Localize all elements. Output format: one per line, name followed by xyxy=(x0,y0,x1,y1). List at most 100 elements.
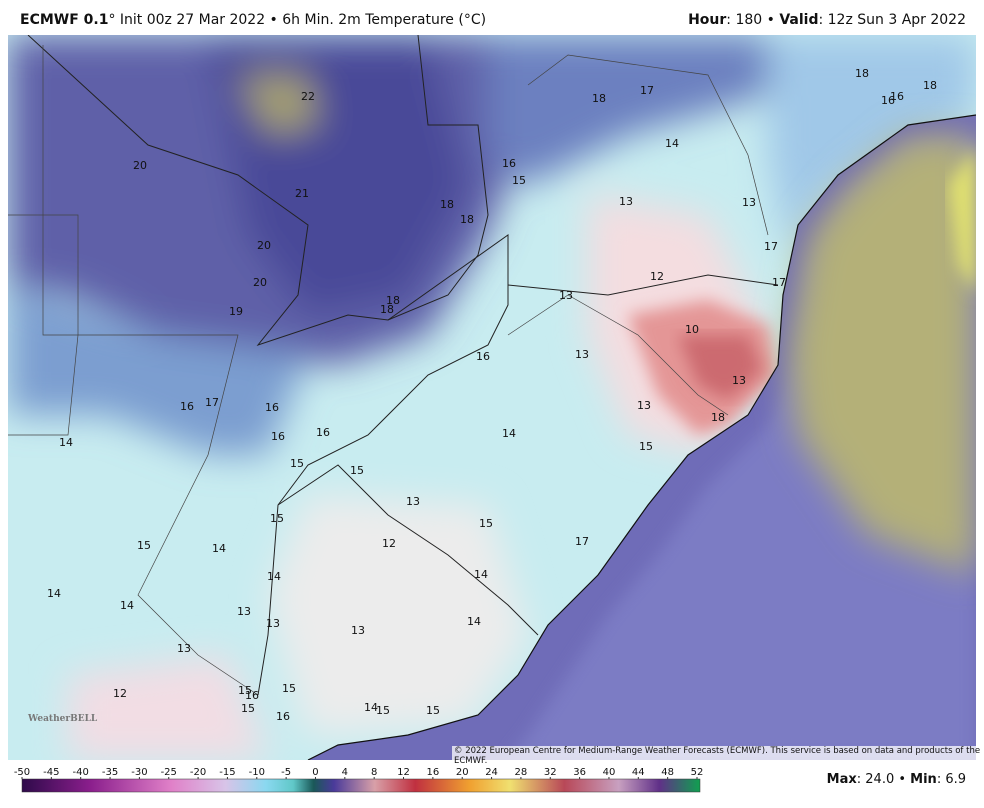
contour-label: 15 xyxy=(270,512,284,525)
contour-label: 17 xyxy=(205,396,219,409)
contour-label: 14 xyxy=(467,615,481,628)
contour-label: 18 xyxy=(386,294,400,307)
contour-label: 16 xyxy=(265,401,279,414)
contour-label: 14 xyxy=(665,137,679,150)
contour-label: 17 xyxy=(575,535,589,548)
contour-label: 13 xyxy=(732,374,746,387)
contour-label: 17 xyxy=(764,240,778,253)
colorbar-tick-label: 16 xyxy=(427,767,440,778)
contour-label: 13 xyxy=(637,399,651,412)
colorbar-tick-label: -30 xyxy=(131,767,147,778)
contour-label: 14 xyxy=(212,542,226,555)
contour-label: 16 xyxy=(476,350,490,363)
contour-label: 15 xyxy=(350,464,364,477)
borders xyxy=(8,35,779,696)
contour-label: 17 xyxy=(640,84,654,97)
header-right: Hour: 180 • Valid: 12z Sun 3 Apr 2022 xyxy=(688,12,966,28)
contour-label: 13 xyxy=(575,348,589,361)
contour-label: 16 xyxy=(502,157,516,170)
temperature-field xyxy=(8,35,976,760)
colorbar-tick-label: 24 xyxy=(485,767,498,778)
contour-label: 13 xyxy=(177,642,191,655)
contour-label: 18 xyxy=(592,92,606,105)
colorbar-tick-label: -40 xyxy=(73,767,89,778)
max-value: : 24.0 • xyxy=(856,772,911,787)
contour-label: 12 xyxy=(382,537,396,550)
contour-label: 14 xyxy=(364,701,378,714)
colorbar-tick-label: 12 xyxy=(397,767,410,778)
contour-label: 19 xyxy=(229,305,243,318)
contour-label: 20 xyxy=(133,159,147,172)
contour-label: 15 xyxy=(241,702,255,715)
contour-label: 16 xyxy=(316,426,330,439)
contour-label: 18 xyxy=(460,213,474,226)
contour-label: 14 xyxy=(267,570,281,583)
contour-label: 18 xyxy=(923,79,937,92)
contour-label: 14 xyxy=(474,568,488,581)
contour-label: 15 xyxy=(282,682,296,695)
colorbar-tick-label: -5 xyxy=(281,767,291,778)
hour-label: Hour xyxy=(688,12,727,28)
warm-core xyxy=(948,145,976,295)
contour-label: 18 xyxy=(855,67,869,80)
colorbar-tick-label: 36 xyxy=(573,767,586,778)
contour-label: 16 xyxy=(881,94,895,107)
colorbar: -50 -45 -40 -35 -30 -25 -20 -15 -10 -5 0 4 8 12 16 20 24… xyxy=(14,767,704,793)
contour-label: 12 xyxy=(113,687,127,700)
contour-label: 15 xyxy=(376,704,390,717)
colorbar-tick-label: -45 xyxy=(43,767,59,778)
contour-label: 15 xyxy=(479,517,493,530)
contour-label: 14 xyxy=(502,427,516,440)
colorbar-tick-label: 0 xyxy=(312,767,318,778)
contour-label: 18 xyxy=(440,198,454,211)
colorbar-tick-label: 20 xyxy=(456,767,469,778)
contour-label: 16 xyxy=(271,430,285,443)
contour-label: 13 xyxy=(559,289,573,302)
contour-label: 20 xyxy=(257,239,271,252)
min-label: Min xyxy=(910,772,937,787)
colorbar-tick-label: -10 xyxy=(249,767,265,778)
colorbar-tick-label: 48 xyxy=(661,767,674,778)
contour-label: 15 xyxy=(512,174,526,187)
model: ECMWF 0.1 xyxy=(20,12,109,28)
contour-label: 15 xyxy=(639,440,653,453)
contour-label: 13 xyxy=(237,605,251,618)
colorbar-tick-label: 28 xyxy=(515,767,528,778)
colorbar-tick-label: 32 xyxy=(544,767,557,778)
cold-core xyxy=(678,335,763,400)
colorbar-tick-label: 40 xyxy=(603,767,616,778)
contour-label: 13 xyxy=(406,495,420,508)
coastline xyxy=(307,114,976,760)
contour-label: 13 xyxy=(619,195,633,208)
description: ° Init 00z 27 Mar 2022 • 6h Min. 2m Temp… xyxy=(108,12,487,28)
logo: WeatherBELL xyxy=(28,714,98,724)
max-label: Max xyxy=(826,772,857,787)
colorbar-tick-label: 44 xyxy=(632,767,645,778)
colorbar-tick-label: 4 xyxy=(342,767,348,778)
min-value: : 6.9 xyxy=(936,772,966,787)
contour-label: 12 xyxy=(650,270,664,283)
colorbar-tick-label: -35 xyxy=(102,767,118,778)
contour-label: 21 xyxy=(295,187,309,200)
header-left: ECMWF 0.1° Init 00z 27 Mar 2022 • 6h Min… xyxy=(20,12,486,28)
contour-label: 20 xyxy=(253,276,267,289)
colorbar-tick-label: 8 xyxy=(371,767,377,778)
contour-label: 18 xyxy=(380,303,394,316)
colorbar-tick-label: -15 xyxy=(219,767,235,778)
contour-label: 22 xyxy=(301,90,315,103)
contour-label: 15 xyxy=(290,457,304,470)
contour-label: 18 xyxy=(711,411,725,424)
colorbar-tick-label: 52 xyxy=(691,767,704,778)
contour-label: 16 xyxy=(180,400,194,413)
colorbar-tick-label: -50 xyxy=(14,767,30,778)
warm-sea xyxy=(788,135,976,575)
contour-label: 16 xyxy=(890,90,904,103)
contour-label: 16 xyxy=(245,689,259,702)
contour-label: 15 xyxy=(238,684,252,697)
contour-label: 13 xyxy=(266,617,280,630)
contour-label: 14 xyxy=(59,436,73,449)
colorbar-tick-label: -20 xyxy=(190,767,206,778)
contour-label: 13 xyxy=(742,196,756,209)
valid-value: : 12z Sun 3 Apr 2022 xyxy=(818,12,966,28)
